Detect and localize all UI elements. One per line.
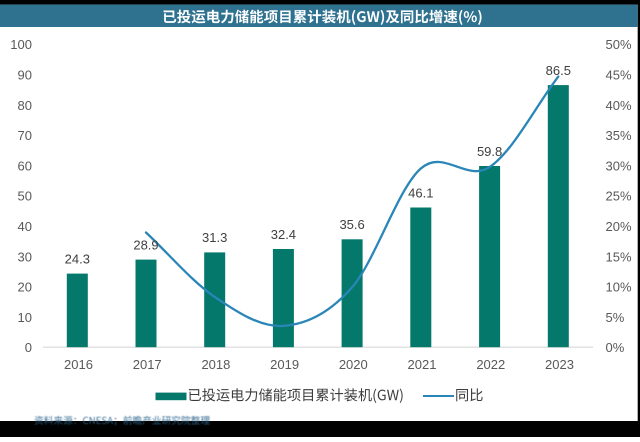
svg-text:30%: 30% (606, 158, 632, 173)
svg-text:0%: 0% (606, 340, 625, 355)
svg-text:80: 80 (18, 98, 32, 113)
svg-text:2023: 2023 (545, 357, 574, 372)
svg-text:2017: 2017 (133, 357, 162, 372)
svg-text:15%: 15% (606, 249, 632, 264)
svg-text:50%: 50% (606, 37, 632, 52)
svg-text:35%: 35% (606, 128, 632, 143)
svg-text:40%: 40% (606, 98, 632, 113)
svg-text:32.4: 32.4 (271, 227, 296, 242)
svg-text:2016: 2016 (64, 357, 93, 372)
svg-text:90: 90 (18, 68, 32, 83)
svg-text:20: 20 (18, 280, 32, 295)
svg-text:46.1: 46.1 (408, 185, 433, 200)
svg-text:0: 0 (25, 340, 32, 355)
svg-text:28.9: 28.9 (133, 237, 158, 252)
svg-text:5%: 5% (606, 310, 625, 325)
svg-text:25%: 25% (606, 189, 632, 204)
svg-text:2021: 2021 (408, 357, 437, 372)
svg-text:45%: 45% (606, 68, 632, 83)
svg-text:2018: 2018 (201, 357, 230, 372)
svg-text:59.8: 59.8 (477, 144, 502, 159)
svg-text:31.3: 31.3 (202, 230, 227, 245)
svg-text:2022: 2022 (476, 357, 505, 372)
svg-text:60: 60 (18, 158, 32, 173)
svg-text:40: 40 (18, 219, 32, 234)
svg-text:86.5: 86.5 (546, 63, 571, 78)
svg-text:20%: 20% (606, 219, 632, 234)
svg-text:10: 10 (18, 310, 32, 325)
svg-text:24.3: 24.3 (65, 251, 90, 266)
svg-text:35.6: 35.6 (339, 217, 364, 232)
svg-text:2020: 2020 (339, 357, 368, 372)
svg-text:2019: 2019 (270, 357, 299, 372)
svg-text:100: 100 (10, 37, 32, 52)
svg-text:10%: 10% (606, 280, 632, 295)
svg-text:30: 30 (18, 249, 32, 264)
svg-text:70: 70 (18, 128, 32, 143)
svg-text:50: 50 (18, 189, 32, 204)
